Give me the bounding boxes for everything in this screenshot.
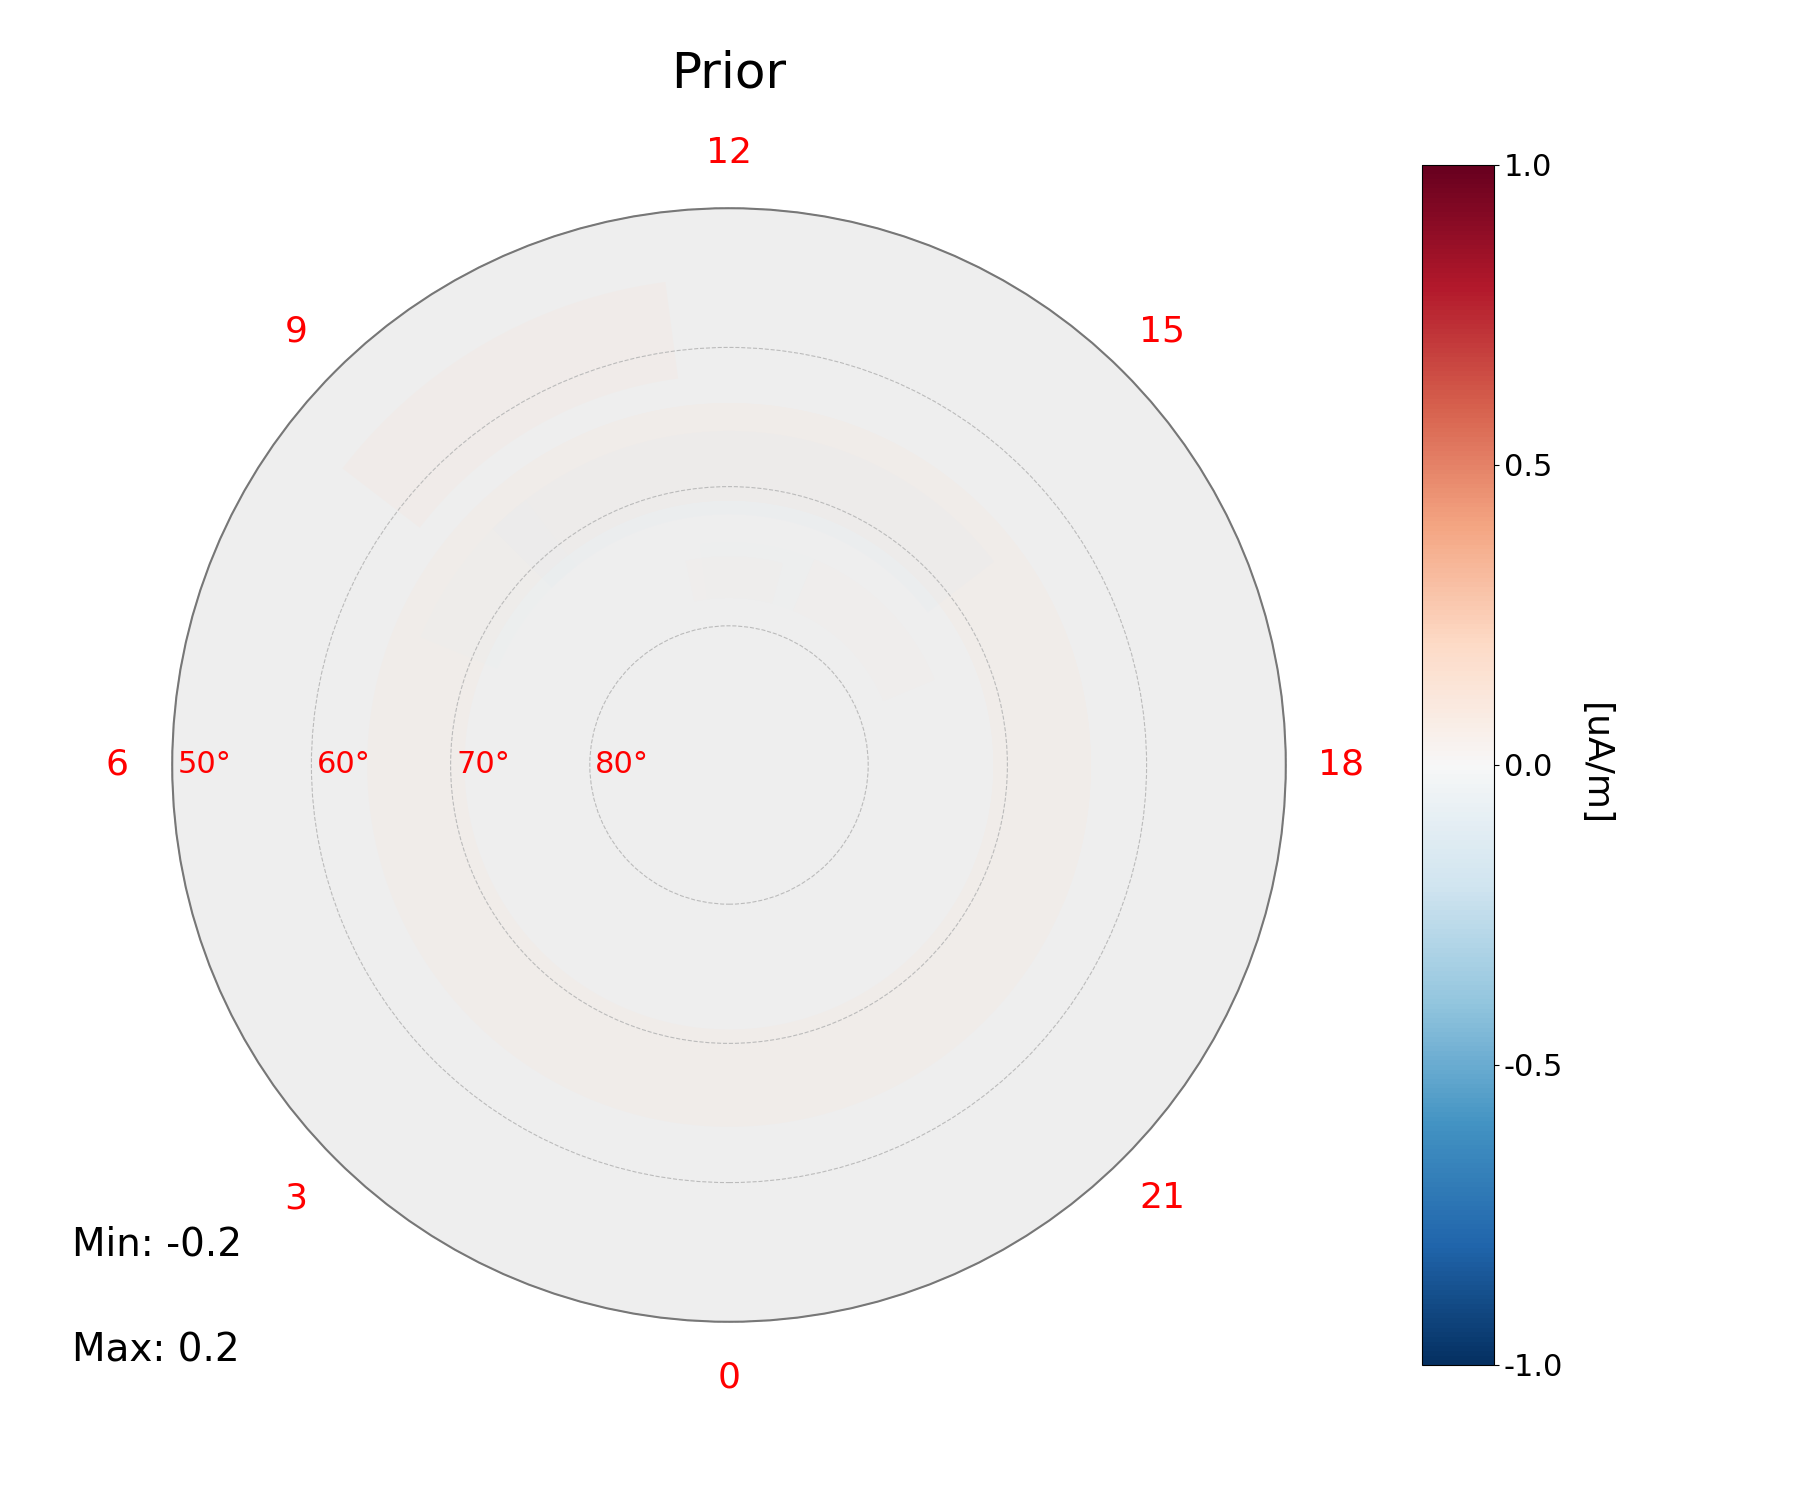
Polygon shape [342, 282, 679, 528]
Polygon shape [700, 543, 814, 610]
Text: 21: 21 [1139, 1180, 1184, 1215]
Y-axis label: [uA/m]: [uA/m] [1579, 704, 1611, 827]
Text: 15: 15 [1139, 315, 1184, 350]
Text: 50°: 50° [178, 750, 232, 780]
Text: 12: 12 [706, 135, 752, 170]
Text: 80°: 80° [596, 750, 650, 780]
Text: Min: -0.2: Min: -0.2 [72, 1226, 241, 1264]
Title: Prior: Prior [671, 50, 787, 98]
Polygon shape [794, 560, 934, 700]
Polygon shape [367, 404, 1091, 1126]
Circle shape [173, 209, 1285, 1322]
Text: 3: 3 [284, 1180, 308, 1215]
Text: 9: 9 [284, 315, 308, 350]
Polygon shape [421, 500, 576, 669]
Text: 6: 6 [104, 748, 128, 782]
Text: Max: 0.2: Max: 0.2 [72, 1330, 239, 1370]
Text: 60°: 60° [317, 750, 371, 780]
Text: 70°: 70° [455, 750, 509, 780]
Polygon shape [493, 430, 994, 612]
Text: 0: 0 [718, 1360, 740, 1395]
Polygon shape [686, 556, 783, 603]
Text: 18: 18 [1318, 748, 1364, 782]
